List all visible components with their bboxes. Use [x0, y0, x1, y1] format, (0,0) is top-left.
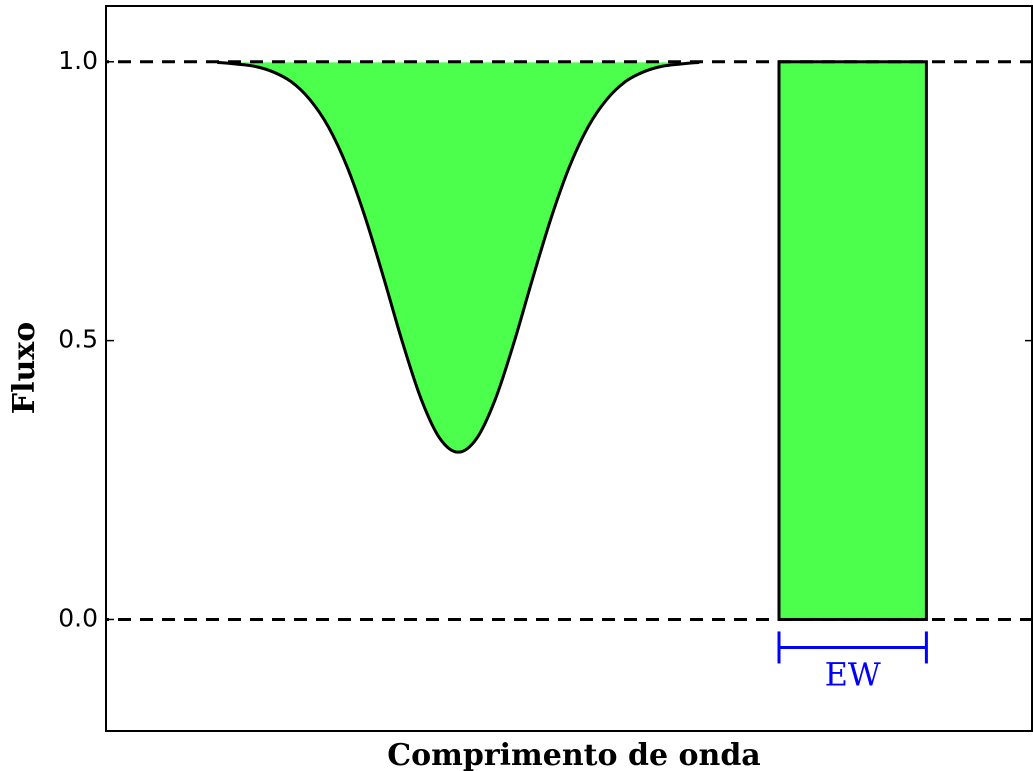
- y-tick-label: 1.0: [58, 46, 98, 75]
- x-axis-label: Comprimento de onda: [387, 738, 761, 771]
- plot-frame: [105, 5, 1033, 732]
- profile-area: [217, 62, 700, 453]
- y-tick-label: 0.0: [58, 603, 98, 632]
- profile-line: [217, 60, 700, 454]
- ew-rectangle: [777, 60, 928, 621]
- y-tick-label: 0.5: [58, 325, 98, 354]
- y-axis-label: Fluxo: [7, 322, 42, 414]
- ew-label: EW: [825, 655, 881, 693]
